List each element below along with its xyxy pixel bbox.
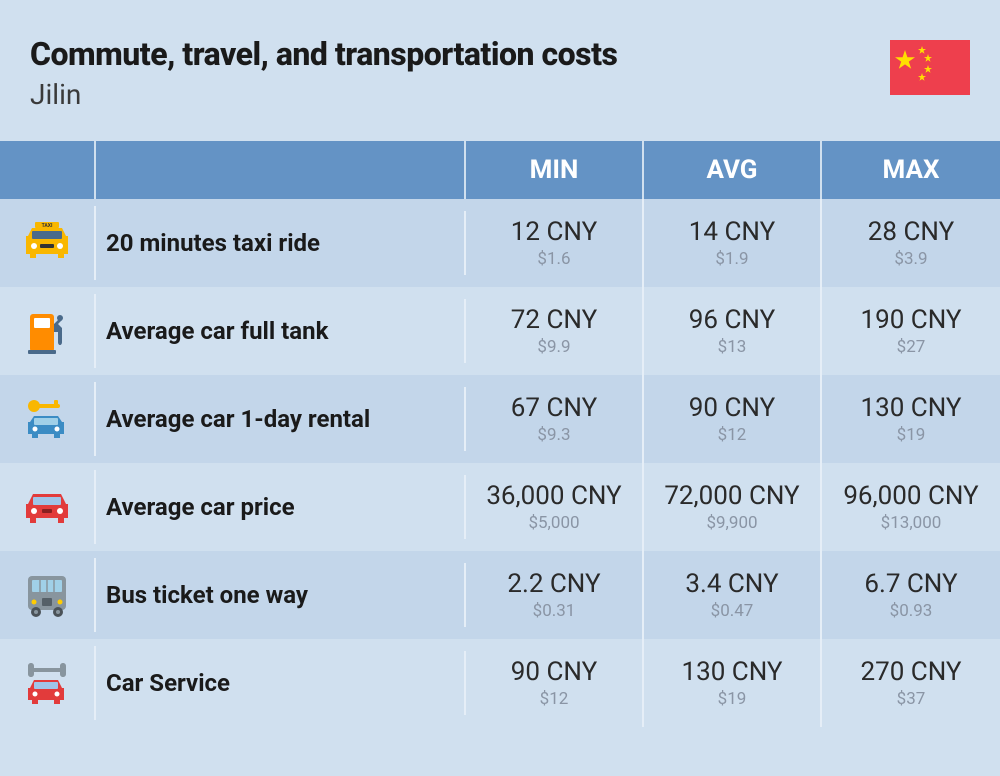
avg-secondary: $19 [654,689,810,709]
max-primary: 96,000 CNY [832,481,990,511]
min-secondary: $5,000 [476,513,632,533]
header-cell-icon [0,141,96,199]
max-primary: 190 CNY [832,305,990,335]
car-price-icon [0,470,96,544]
max-secondary: $3.9 [832,249,990,269]
service-icon [0,646,96,720]
min-cell: 90 CNY $12 [466,639,644,727]
fuel-icon [0,294,96,368]
avg-primary: 90 CNY [654,393,810,423]
avg-cell: 14 CNY $1.9 [644,199,822,287]
min-cell: 36,000 CNY $5,000 [466,463,644,551]
min-cell: 12 CNY $1.6 [466,199,644,287]
table-row: Average car full tank 72 CNY $9.9 96 CNY… [0,287,1000,375]
max-cell: 130 CNY $19 [822,375,1000,463]
row-label: Car Service [96,651,466,715]
table-row: Car Service 90 CNY $12 130 CNY $19 270 C… [0,639,1000,727]
max-cell: 6.7 CNY $0.93 [822,551,1000,639]
table-row: Average car 1-day rental 67 CNY $9.3 90 … [0,375,1000,463]
header: Commute, travel, and transportation cost… [0,0,1000,141]
row-label: Average car full tank [96,299,466,363]
avg-primary: 130 CNY [654,657,810,687]
min-primary: 90 CNY [476,657,632,687]
table-row: Bus ticket one way 2.2 CNY $0.31 3.4 CNY… [0,551,1000,639]
avg-secondary: $1.9 [654,249,810,269]
costs-table: MIN AVG MAX TAXI 20 minutes taxi ride 12… [0,141,1000,727]
avg-primary: 14 CNY [654,217,810,247]
row-label: Bus ticket one way [96,563,466,627]
min-secondary: $9.3 [476,425,632,445]
max-secondary: $13,000 [832,513,990,533]
min-primary: 2.2 CNY [476,569,632,599]
min-cell: 72 CNY $9.9 [466,287,644,375]
max-secondary: $19 [832,425,990,445]
min-secondary: $12 [476,689,632,709]
max-cell: 28 CNY $3.9 [822,199,1000,287]
rental-icon [0,382,96,456]
min-cell: 2.2 CNY $0.31 [466,551,644,639]
china-flag-icon [890,40,970,95]
bus-icon [0,558,96,632]
max-secondary: $27 [832,337,990,357]
min-primary: 36,000 CNY [476,481,632,511]
table-header: MIN AVG MAX [0,141,1000,199]
avg-secondary: $0.47 [654,601,810,621]
row-label: Average car price [96,475,466,539]
row-label: 20 minutes taxi ride [96,211,466,275]
min-primary: 72 CNY [476,305,632,335]
avg-primary: 3.4 CNY [654,569,810,599]
max-primary: 28 CNY [832,217,990,247]
header-cell-label [96,141,466,199]
max-primary: 270 CNY [832,657,990,687]
max-cell: 190 CNY $27 [822,287,1000,375]
min-secondary: $1.6 [476,249,632,269]
avg-secondary: $13 [654,337,810,357]
table-row: Average car price 36,000 CNY $5,000 72,0… [0,463,1000,551]
min-secondary: $0.31 [476,601,632,621]
max-cell: 270 CNY $37 [822,639,1000,727]
avg-primary: 72,000 CNY [654,481,810,511]
max-primary: 130 CNY [832,393,990,423]
avg-secondary: $12 [654,425,810,445]
taxi-icon: TAXI [0,206,96,280]
avg-secondary: $9,900 [654,513,810,533]
max-secondary: $37 [832,689,990,709]
avg-primary: 96 CNY [654,305,810,335]
max-primary: 6.7 CNY [832,569,990,599]
page-title: Commute, travel, and transportation cost… [30,35,617,73]
min-primary: 12 CNY [476,217,632,247]
row-label: Average car 1-day rental [96,387,466,451]
avg-cell: 96 CNY $13 [644,287,822,375]
header-cell-max: MAX [822,141,1000,199]
avg-cell: 72,000 CNY $9,900 [644,463,822,551]
avg-cell: 3.4 CNY $0.47 [644,551,822,639]
header-cell-avg: AVG [644,141,822,199]
min-primary: 67 CNY [476,393,632,423]
max-cell: 96,000 CNY $13,000 [822,463,1000,551]
max-secondary: $0.93 [832,601,990,621]
table-row: TAXI 20 minutes taxi ride 12 CNY $1.6 14… [0,199,1000,287]
page-subtitle: Jilin [30,78,617,111]
avg-cell: 130 CNY $19 [644,639,822,727]
avg-cell: 90 CNY $12 [644,375,822,463]
min-secondary: $9.9 [476,337,632,357]
table-body: TAXI 20 minutes taxi ride 12 CNY $1.6 14… [0,199,1000,727]
min-cell: 67 CNY $9.3 [466,375,644,463]
header-text: Commute, travel, and transportation cost… [30,35,617,111]
header-cell-min: MIN [466,141,644,199]
